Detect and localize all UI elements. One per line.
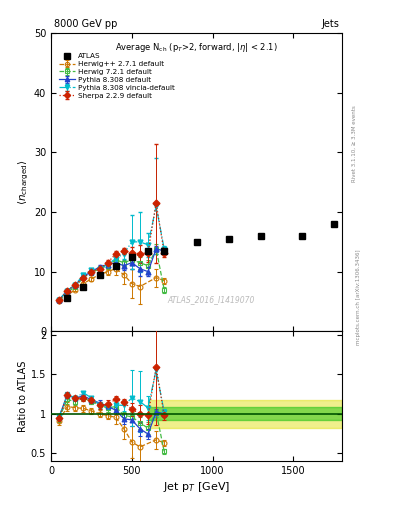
ATLAS [65,295,70,302]
ATLAS [259,233,263,239]
ATLAS [130,253,134,260]
ATLAS [97,271,102,278]
Bar [148,399,342,428]
Bar [148,408,342,420]
Text: 8000 GeV pp: 8000 GeV pp [54,19,118,29]
ATLAS [299,233,304,239]
Y-axis label: $\langle n_{\rm charged} \rangle$: $\langle n_{\rm charged} \rangle$ [17,159,31,205]
X-axis label: Jet p$_T$ [GeV]: Jet p$_T$ [GeV] [163,480,230,494]
ATLAS [113,263,118,269]
Text: ATLAS_2016_I1419070: ATLAS_2016_I1419070 [167,295,255,305]
ATLAS [226,236,231,242]
ATLAS [146,248,151,254]
ATLAS [162,248,167,254]
ATLAS [81,284,86,290]
Line: ATLAS: ATLAS [64,221,337,302]
Legend: ATLAS, Herwig++ 2.7.1 default, Herwig 7.2.1 default, Pythia 8.308 default, Pythi: ATLAS, Herwig++ 2.7.1 default, Herwig 7.… [58,52,176,100]
Text: Jets: Jets [321,19,339,29]
Text: Rivet 3.1.10, ≥ 3.3M events: Rivet 3.1.10, ≥ 3.3M events [352,105,357,182]
ATLAS [194,239,199,245]
Text: Average N$_{\rm ch}$ (p$_T$>2, forward, |$\eta$| < 2.1): Average N$_{\rm ch}$ (p$_T$>2, forward, … [115,41,278,54]
Text: mcplots.cern.ch [arXiv:1306.3436]: mcplots.cern.ch [arXiv:1306.3436] [356,249,361,345]
Y-axis label: Ratio to ATLAS: Ratio to ATLAS [18,360,28,432]
ATLAS [331,221,336,227]
